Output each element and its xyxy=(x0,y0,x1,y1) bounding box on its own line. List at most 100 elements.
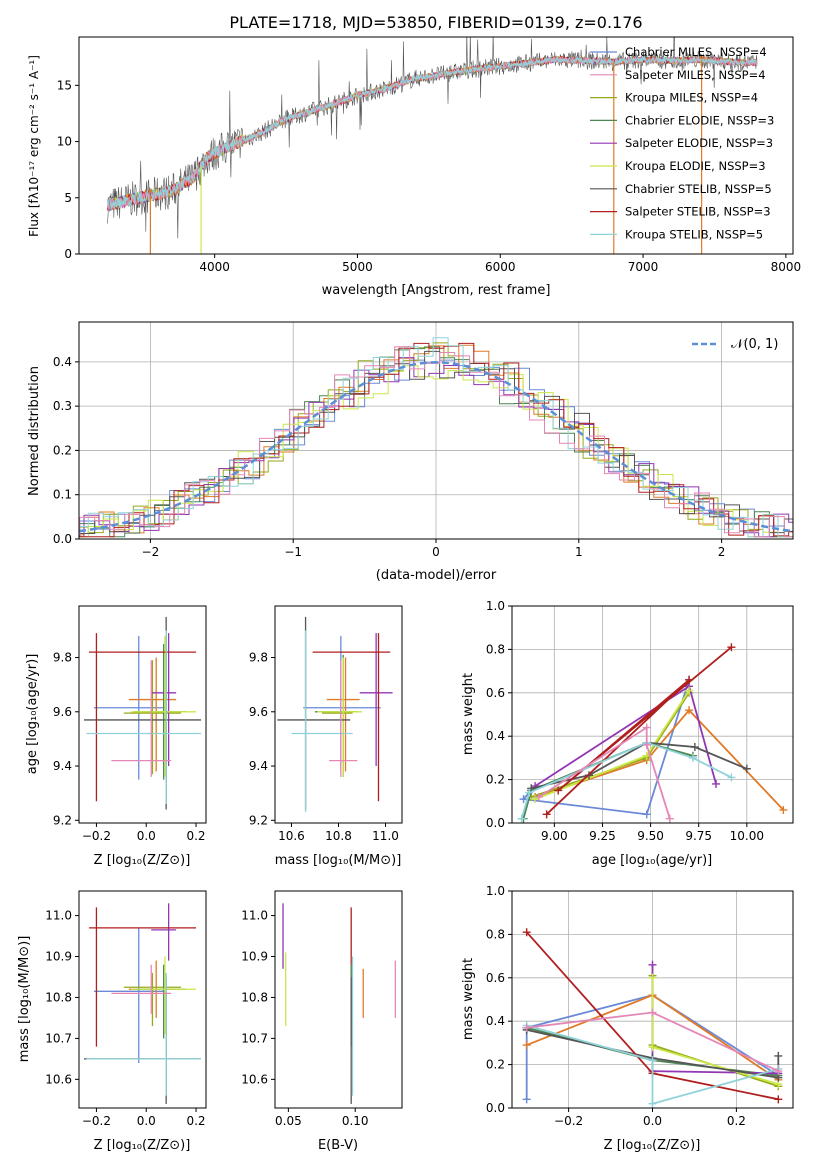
x-tick-label: 0.05 xyxy=(275,1114,302,1128)
x-tick-label: 7000 xyxy=(628,260,659,274)
weight-point-marker xyxy=(648,973,657,982)
x-tick-label: 0.2 xyxy=(727,1114,746,1128)
spectrum-plot xyxy=(107,37,758,254)
weight-point-marker xyxy=(779,805,788,814)
y-tick-label: 0.6 xyxy=(486,971,505,985)
weight-point-marker xyxy=(648,1008,657,1017)
weight-point-marker xyxy=(690,743,699,752)
legend-label: Salpeter STELIB, NSSP=3 xyxy=(625,205,771,219)
x-tick-label: 2 xyxy=(718,545,726,559)
y-tick-label: 10.7 xyxy=(45,1031,72,1045)
y-tick-label: 10.8 xyxy=(241,990,268,1004)
normal-legend-label: 𝒩(0, 1) xyxy=(731,337,778,352)
age-vs-mass-frame xyxy=(274,605,403,824)
x-tick-label: 8000 xyxy=(771,260,802,274)
weight-point-marker xyxy=(685,706,694,715)
weight-point-marker xyxy=(519,795,528,804)
residual-histograms xyxy=(79,337,793,538)
x-tick-label: 9.50 xyxy=(637,829,664,843)
y-tick-label: 10.9 xyxy=(241,950,268,964)
weight-vs-age-ticks: 9.00 9.25 9.50 9.75 10.00 0.0 0.2 0.4 0.6 0.8 1.0 xyxy=(486,599,764,843)
mass-vs-z-panel: −0.2 0.0 0.2 10.6 10.7 10.8 10.9 11.0 Z [log₁₀(… xyxy=(17,890,207,1153)
age-vs-mass-xlabel: mass [log₁₀(M/M⊙)] xyxy=(275,853,402,868)
weight-series-line xyxy=(545,646,732,815)
x-tick-label: 4000 xyxy=(199,260,230,274)
age-vs-mass-errorbars xyxy=(277,616,393,813)
y-tick-label: 11.0 xyxy=(241,909,268,923)
weight-point-marker xyxy=(742,764,751,773)
spectrum-ticks: 4000 5000 6000 7000 8000 0 5 10 15 xyxy=(57,78,801,274)
weight-point-marker xyxy=(648,960,657,969)
legend-label: Chabrier MILES, NSSP=4 xyxy=(625,45,767,59)
residual-histogram xyxy=(79,365,793,538)
mass-vs-z-frame xyxy=(78,890,207,1109)
y-tick-label: 1.0 xyxy=(486,884,505,898)
age-vs-z-frame xyxy=(78,605,207,824)
mass-vs-ebv-xlabel: E(B-V) xyxy=(318,1138,358,1153)
y-tick-label: 0.2 xyxy=(53,443,72,457)
spectrum-ylabel: Flux [fλ10⁻¹⁷ erg cm⁻² s⁻¹ A⁻¹] xyxy=(27,55,41,237)
x-tick-label: 10.00 xyxy=(730,829,764,843)
y-tick-label: 0.4 xyxy=(486,1014,505,1028)
age-vs-mass-ticks: 10.6 10.8 11.0 9.2 9.4 9.6 9.8 xyxy=(249,651,399,843)
x-tick-label: 5000 xyxy=(342,260,373,274)
weight-point-marker xyxy=(642,723,651,732)
y-tick-label: 9.2 xyxy=(249,813,268,827)
weight-point-marker xyxy=(642,810,651,819)
weight-point-marker xyxy=(774,1095,783,1104)
weight-series-line xyxy=(521,679,690,816)
y-tick-label: 10.9 xyxy=(45,950,72,964)
age-vs-z-ylabel: age [log₁₀(age/yr)] xyxy=(25,654,40,775)
y-tick-label: 10.7 xyxy=(241,1031,268,1045)
residual-legend: 𝒩(0, 1) xyxy=(692,337,778,352)
legend-label: Salpeter MILES, NSSP=4 xyxy=(625,68,766,82)
legend-label: Kroupa MILES, NSSP=4 xyxy=(625,91,758,105)
legend-label: Chabrier ELODIE, NSSP=3 xyxy=(625,113,774,127)
weight-vs-z-ylabel: mass weight xyxy=(461,958,476,1040)
weight-series-line xyxy=(538,725,671,819)
weight-vs-z-panel: −0.2 0.0 0.2 0.0 0.2 0.4 0.6 0.8 1.0 Z [log₁₀(Z/… xyxy=(461,884,794,1153)
weight-point-marker xyxy=(774,1067,783,1076)
y-tick-label: 10 xyxy=(57,135,72,149)
x-tick-label: 10.6 xyxy=(278,829,305,843)
residual-ticks: −2 −1 0 1 2 0.0 0.1 0.2 0.3 0.4 xyxy=(53,355,726,559)
weight-series-line xyxy=(534,708,785,811)
y-tick-label: 5 xyxy=(64,191,72,205)
x-tick-label: 9.25 xyxy=(589,829,616,843)
y-tick-label: 0.0 xyxy=(486,816,505,830)
weight-point-marker xyxy=(554,786,563,795)
weight-vs-age-lines xyxy=(517,643,788,823)
weight-point-marker xyxy=(522,928,531,937)
x-tick-label: 0.2 xyxy=(186,1114,205,1128)
age-vs-mass-panel: 10.6 10.8 11.0 9.2 9.4 9.6 9.8 mass [log₁₀(M/M… xyxy=(249,605,403,868)
weight-point-marker xyxy=(525,788,534,797)
weight-point-marker xyxy=(727,643,736,652)
weight-point-marker xyxy=(648,1043,657,1052)
y-tick-label: 10.6 xyxy=(45,1072,72,1086)
legend-label: Salpeter ELODIE, NSSP=3 xyxy=(625,136,773,150)
weight-point-marker xyxy=(534,792,543,801)
legend-label: Kroupa ELODIE, NSSP=3 xyxy=(625,159,766,173)
x-tick-label: 6000 xyxy=(485,260,516,274)
x-tick-label: 11.0 xyxy=(372,829,399,843)
weight-vs-z-xlabel: Z [log₁₀(Z/Z⊙)] xyxy=(604,1138,701,1153)
y-tick-label: 9.6 xyxy=(249,705,268,719)
weight-point-marker xyxy=(685,675,694,684)
weight-point-marker xyxy=(648,1099,657,1108)
x-tick-label: 9.75 xyxy=(685,829,712,843)
weight-vs-age-xlabel: age [log₁₀(age/yr)] xyxy=(592,853,713,868)
weight-series-line xyxy=(522,741,694,819)
weight-series-line xyxy=(651,975,779,1088)
weight-vs-z-ticks: −0.2 0.0 0.2 0.0 0.2 0.4 0.6 0.8 1.0 xyxy=(486,884,746,1128)
x-tick-label: −0.2 xyxy=(82,1114,111,1128)
y-tick-label: 0.4 xyxy=(486,729,505,743)
y-tick-label: 15 xyxy=(57,78,72,92)
weight-series-line xyxy=(526,1024,779,1105)
x-tick-label: −2 xyxy=(142,545,160,559)
y-tick-label: 11.0 xyxy=(45,909,72,923)
y-tick-label: 0.2 xyxy=(486,773,505,787)
residual-histogram xyxy=(79,357,793,538)
y-tick-label: 9.8 xyxy=(249,651,268,665)
age-vs-z-panel: −0.2 0.0 0.2 9.2 9.4 9.6 9.8 Z [log₁₀(Z/Z⊙)] a… xyxy=(25,605,207,868)
weight-point-marker xyxy=(642,740,651,749)
